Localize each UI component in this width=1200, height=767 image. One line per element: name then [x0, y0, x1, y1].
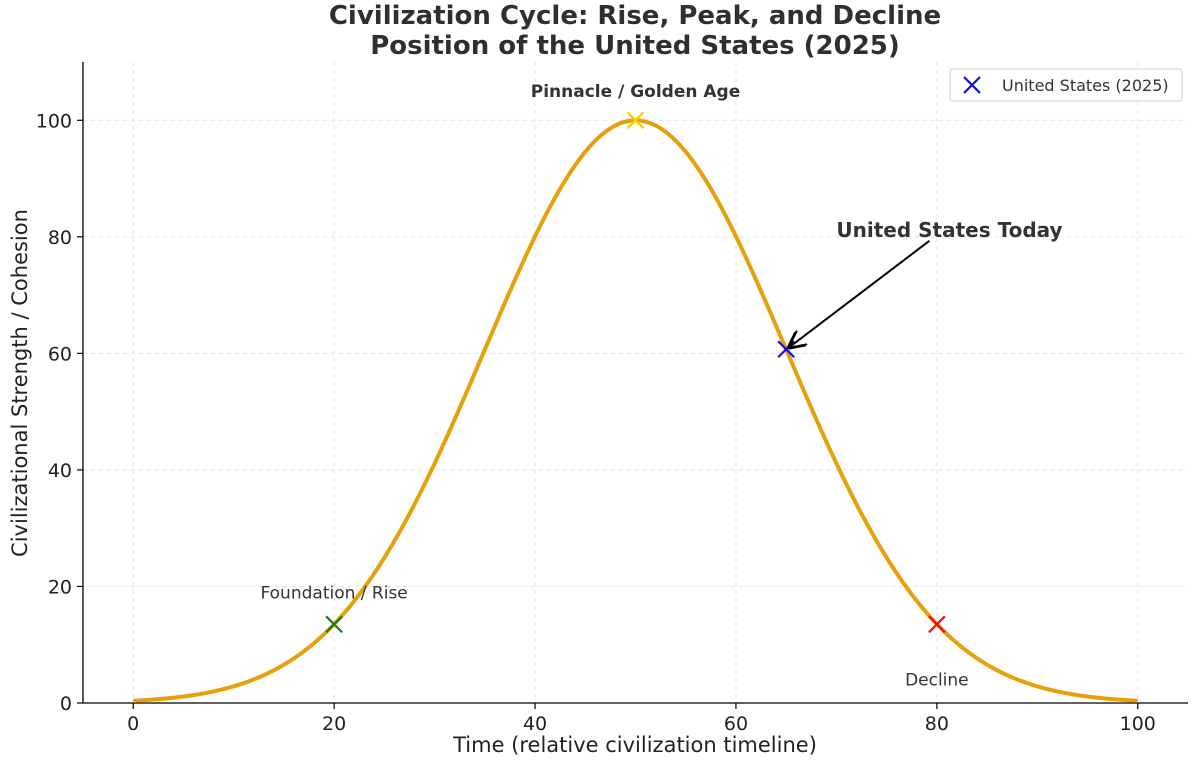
x-tick-label: 0: [127, 713, 139, 735]
y-ticks: 0 20 40 60 80 100: [36, 110, 83, 715]
legend-marker-x: [963, 76, 981, 94]
annotation-foundation: Foundation / Rise: [260, 583, 407, 603]
y-tick-label: 0: [60, 693, 72, 715]
curve-line: [133, 118, 1138, 703]
marker-decline-stroke-b: [928, 615, 946, 634]
annotation-decline: Decline: [905, 671, 969, 691]
chart-title-line-1: Civilization Cycle: Rise, Peak, and Decl…: [329, 1, 941, 31]
legend: United States (2025): [949, 68, 1183, 102]
x-tick-label: 60: [724, 713, 748, 735]
marker-peak: [626, 111, 645, 130]
axes: [82, 62, 1188, 704]
annotation-us-today: United States Today: [836, 218, 1062, 242]
x-tick-label: 80: [925, 713, 949, 735]
y-tick-label: 100: [36, 110, 72, 132]
marker-peak-stroke-b: [626, 111, 645, 130]
x-tick-label: 20: [322, 713, 346, 735]
legend-box: [949, 68, 1183, 102]
x-ticks: 0 20 40 60 80 100: [127, 703, 1156, 735]
annotation-peak: Pinnacle / Golden Age: [531, 82, 740, 102]
legend-marker: [963, 76, 981, 94]
x-axis-label: Time (relative civilization timeline): [452, 733, 817, 757]
y-axis-label: Civilizational Strength / Cohesion: [8, 209, 32, 557]
x-tick-label: 100: [1120, 713, 1156, 735]
legend-marker-x-stroke-b: [963, 76, 981, 94]
y-tick-label: 80: [48, 227, 72, 249]
marker-us-2025: [777, 340, 795, 359]
markers: [325, 111, 946, 634]
marker-decline: [928, 615, 946, 634]
legend-label: United States (2025): [1002, 76, 1169, 95]
y-tick-label: 20: [48, 576, 72, 598]
marker-foundation: [325, 615, 343, 634]
x-tick-label: 40: [523, 713, 547, 735]
grid: [83, 62, 1188, 704]
chart-title-line-2: Position of the United States (2025): [370, 31, 900, 61]
y-tick-label: 60: [48, 343, 72, 365]
y-tick-label: 40: [48, 460, 72, 482]
annotation-arrow: [789, 240, 931, 347]
marker-foundation-stroke-b: [325, 615, 343, 634]
